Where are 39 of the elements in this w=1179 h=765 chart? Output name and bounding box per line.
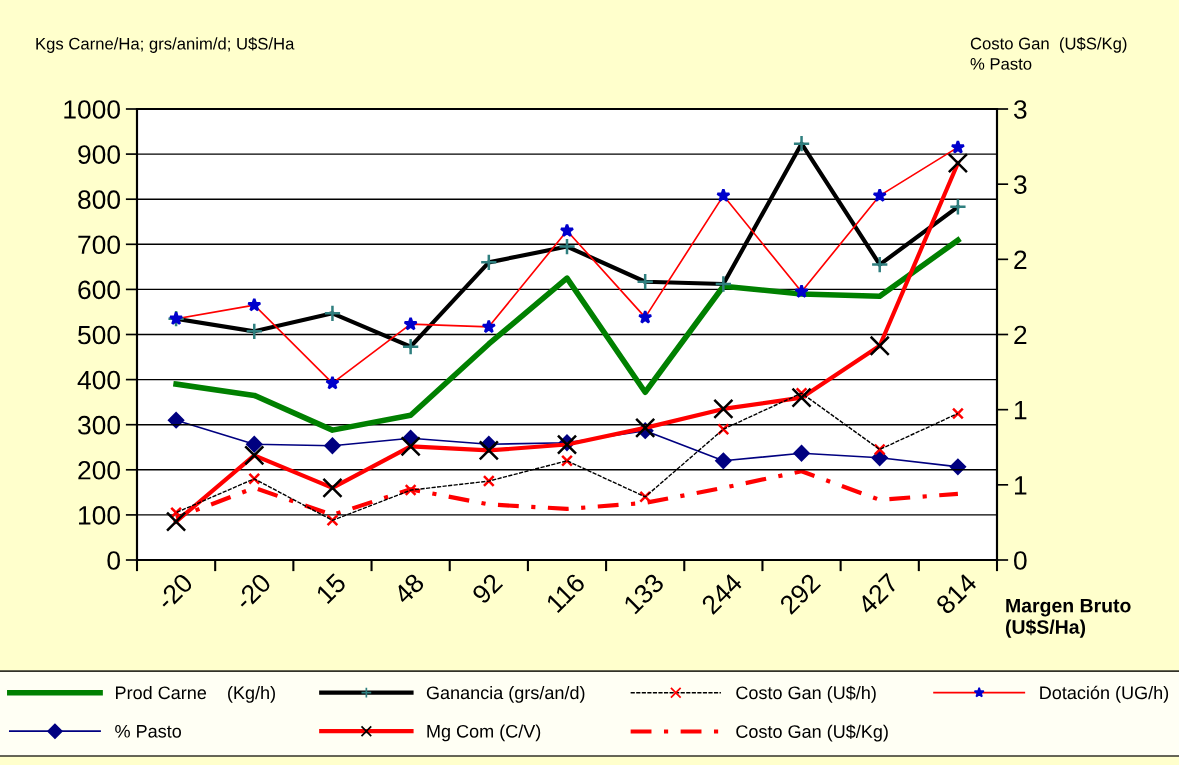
y-axis-title: Kgs Carne/Ha; grs/anim/d; U$S/Ha	[36, 37, 295, 53]
x-tick-label: 427	[856, 572, 900, 616]
legend-label: Ganancia (grs/an/d)	[426, 685, 585, 703]
legend-label: Dotación (UG/h)	[1040, 685, 1169, 703]
x-tick-label: -20	[155, 572, 194, 611]
y-tick-label: 400	[77, 370, 120, 390]
y2-axis-title: Costo Gan (U$S/Kg) % Pasto	[970, 36, 1127, 70]
x-tick-label: -20	[233, 572, 273, 611]
legend-label: Costo Gan (U$/h)	[736, 685, 876, 703]
y2-tick-label: 2	[1014, 325, 1027, 345]
y-tick-label: 100	[79, 506, 120, 525]
y-tick-label: 700	[78, 235, 120, 255]
x-tick-label: 15	[315, 572, 348, 605]
y2-tick-label: 1	[1014, 476, 1027, 495]
y2-tick-label: 3	[1013, 100, 1027, 119]
x-tick-label: 292	[778, 572, 822, 616]
x-tick-label: 244	[700, 572, 744, 615]
y2-tick-label: 0	[1014, 551, 1027, 570]
y-tick-label: 900	[78, 145, 120, 164]
x-tick-label: 814	[934, 572, 978, 616]
x-tick-label: 133	[622, 572, 665, 615]
legend-label: % Pasto	[115, 724, 182, 738]
x-axis-title: Margen Bruto (U$S/Ha)	[1005, 598, 1131, 638]
y2-tick-label: 1	[1014, 401, 1027, 420]
legend-label: Mg Com (C/V)	[427, 724, 541, 742]
x-tick-label: 48	[392, 572, 426, 606]
y-tick-label: 0	[107, 551, 120, 570]
y-tick-label: 800	[78, 190, 120, 210]
y2-tick-label: 2	[1014, 250, 1027, 269]
y-tick-label: 500	[78, 325, 120, 345]
y-tick-label: 200	[78, 460, 120, 480]
legend-label: Prod Carne (Kg/h)	[116, 685, 275, 703]
y-tick-label: 1000	[64, 100, 120, 119]
y-tick-label: 600	[78, 280, 120, 300]
x-tick-label: 116	[545, 572, 587, 614]
x-tick-label: 92	[471, 572, 504, 605]
legend-label: Costo Gan (U$/Kg)	[736, 724, 888, 742]
y-tick-label: 300	[78, 415, 120, 435]
y2-tick-label: 3	[1013, 175, 1027, 194]
